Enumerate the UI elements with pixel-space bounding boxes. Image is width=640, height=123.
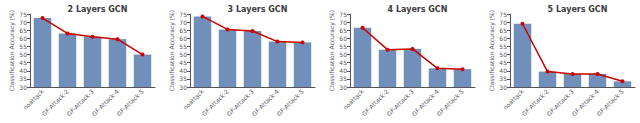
svg-text:65: 65 [499,27,507,34]
svg-text:noattack: noattack [501,87,525,111]
svg-text:75: 75 [19,11,27,18]
svg-text:45: 45 [499,59,507,66]
svg-text:GF-Attack-5: GF-Attack-5 [435,87,465,117]
svg-text:GF-Attack-5: GF-Attack-5 [275,87,305,117]
svg-text:35: 35 [179,75,187,82]
svg-text:GF-Attack-4: GF-Attack-4 [570,87,600,118]
svg-text:65: 65 [339,27,347,34]
svg-text:GF-Attack-4: GF-Attack-4 [250,87,280,118]
svg-text:30: 30 [179,84,187,91]
svg-text:40: 40 [339,67,347,74]
svg-text:60: 60 [339,35,347,42]
svg-text:45: 45 [339,59,347,66]
svg-text:55: 55 [19,43,27,50]
svg-text:75: 75 [339,11,347,18]
svg-text:50: 50 [19,51,27,58]
svg-text:GF-Attack-2: GF-Attack-2 [40,87,70,118]
svg-text:75: 75 [499,11,507,18]
svg-text:5 Layers GCN: 5 Layers GCN [548,5,608,14]
svg-text:50: 50 [339,51,347,58]
svg-text:75: 75 [179,11,187,18]
svg-text:50: 50 [499,51,507,58]
svg-text:55: 55 [499,43,507,50]
svg-text:70: 70 [339,19,347,26]
svg-text:Classification Accuracy (%): Classification Accuracy (%) [488,10,496,91]
svg-text:30: 30 [19,84,27,91]
svg-text:30: 30 [499,84,507,91]
svg-text:70: 70 [19,19,27,26]
svg-text:GF-Attack-4: GF-Attack-4 [90,87,120,118]
svg-text:GF-Attack-2: GF-Attack-2 [200,87,230,118]
svg-text:70: 70 [499,19,507,26]
svg-text:GF-Attack-2: GF-Attack-2 [360,87,390,118]
svg-text:noattack: noattack [341,87,365,111]
svg-text:35: 35 [19,75,27,82]
svg-text:noattack: noattack [181,87,205,111]
svg-text:GF-Attack-3: GF-Attack-3 [225,87,255,118]
svg-text:Classification Accuracy (%): Classification Accuracy (%) [8,10,16,91]
svg-text:65: 65 [179,27,187,34]
svg-text:55: 55 [339,43,347,50]
svg-text:GF-Attack-5: GF-Attack-5 [115,87,145,117]
svg-text:30: 30 [339,84,347,91]
svg-text:60: 60 [19,35,27,42]
svg-text:55: 55 [179,43,187,50]
svg-text:50: 50 [179,51,187,58]
svg-text:GF-Attack-3: GF-Attack-3 [385,87,415,118]
svg-text:65: 65 [19,27,27,34]
svg-text:60: 60 [179,35,187,42]
svg-text:4 Layers GCN: 4 Layers GCN [388,5,448,14]
svg-text:noattack: noattack [21,87,45,111]
svg-text:GF-Attack-5: GF-Attack-5 [595,87,625,117]
svg-text:45: 45 [19,59,27,66]
svg-text:45: 45 [179,59,187,66]
svg-text:70: 70 [179,19,187,26]
svg-text:40: 40 [19,67,27,74]
svg-text:60: 60 [499,35,507,42]
svg-text:Classification Accuracy (%): Classification Accuracy (%) [168,10,176,91]
svg-text:GF-Attack-3: GF-Attack-3 [65,87,95,118]
svg-text:3 Layers GCN: 3 Layers GCN [228,5,288,14]
svg-text:GF-Attack-4: GF-Attack-4 [410,87,440,118]
svg-text:GF-Attack-3: GF-Attack-3 [545,87,575,118]
svg-text:2 Layers GCN: 2 Layers GCN [68,5,128,14]
svg-text:35: 35 [339,75,347,82]
svg-text:35: 35 [499,75,507,82]
svg-text:40: 40 [499,67,507,74]
svg-text:GF-Attack-2: GF-Attack-2 [520,87,550,118]
svg-text:40: 40 [179,67,187,74]
svg-text:Classification Accuracy (%): Classification Accuracy (%) [328,10,336,91]
